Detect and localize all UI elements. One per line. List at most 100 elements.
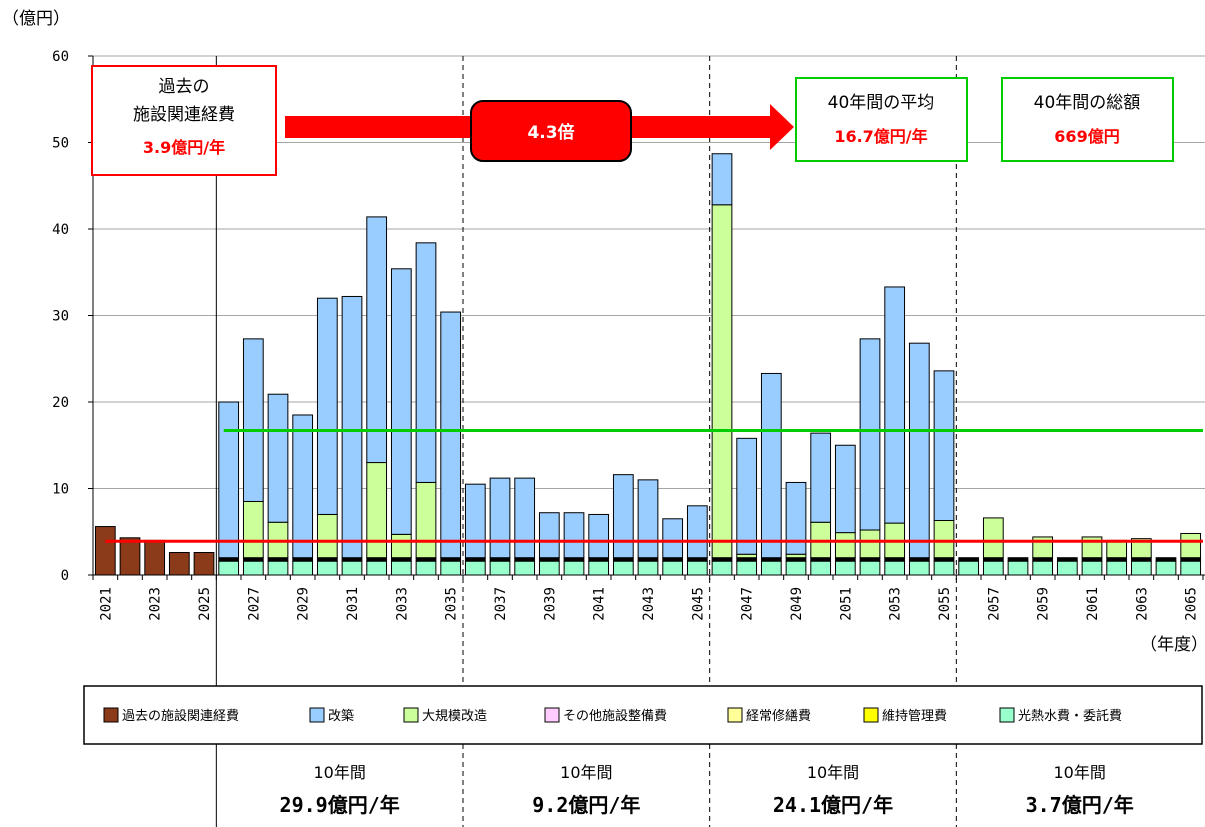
bar-segment	[1180, 557, 1202, 562]
bar-segment	[1130, 560, 1152, 576]
bar-segment	[810, 432, 832, 523]
bar-segment	[218, 401, 240, 559]
bar-segment	[1155, 557, 1177, 562]
bar-segment	[834, 560, 856, 576]
bar-segment	[612, 557, 634, 562]
bar-segment	[1032, 560, 1054, 576]
bar-segment	[440, 560, 462, 576]
ratio-box	[470, 100, 632, 162]
bar-segment	[1081, 557, 1103, 562]
bar-segment	[884, 557, 906, 562]
legend-swatch	[727, 707, 743, 723]
legend-swatch	[309, 707, 325, 723]
bar-segment	[267, 557, 289, 562]
bar-segment	[834, 532, 856, 559]
bar-segment	[1106, 560, 1128, 576]
legend-label: 大規模改造	[422, 709, 487, 724]
bar-segment	[736, 560, 758, 576]
bar-segment	[662, 560, 684, 576]
bar-segment	[514, 557, 536, 562]
bar-segment	[514, 477, 536, 559]
bar-segment	[736, 437, 758, 555]
bar-segment	[242, 557, 264, 562]
bar-segment	[588, 557, 610, 562]
bar-segment	[440, 311, 462, 559]
x-tick-label: 2049	[789, 587, 805, 621]
bar-segment	[588, 513, 610, 559]
x-tick-label: 2035	[444, 587, 460, 621]
x-tick-label: 2027	[246, 587, 262, 621]
bar-segment	[563, 512, 585, 559]
past-cost-box	[91, 65, 277, 176]
bar-segment	[785, 553, 807, 559]
x-unit-label: （年度）	[1140, 635, 1205, 655]
bar-segment	[316, 513, 338, 559]
bar-segment	[859, 557, 881, 562]
bar-segment	[908, 342, 930, 559]
period-value: 3.7億円/年	[1026, 793, 1134, 817]
bar-segment	[489, 477, 511, 559]
bar-segment	[711, 204, 733, 559]
period-summary: 10年間 29.9億円/年 10年間 9.2億円/年 10年間 24.1億円/年 10年間 3…	[280, 763, 1134, 817]
legend-label: 改築	[328, 709, 354, 724]
y-tick-label: 40	[52, 222, 69, 238]
period-label: 10年間	[313, 763, 365, 782]
x-tick-label: 2021	[98, 587, 114, 621]
bar-segment	[637, 560, 659, 576]
bar-segment	[390, 268, 412, 535]
x-tick-label: 2057	[986, 587, 1002, 621]
past-cost-line2: 施設関連経費	[133, 105, 235, 125]
bar-segment	[1130, 538, 1152, 559]
legend-swatch	[403, 707, 419, 723]
bar-segment	[489, 560, 511, 576]
bar-segment	[884, 560, 906, 576]
bar-segment	[1007, 560, 1029, 576]
bar-segment	[366, 462, 388, 559]
bar-segment	[662, 557, 684, 562]
legend: 過去の施設関連経費 改築 大規模改造 その他施設整備費 経常修繕費 維持管理費 光熱水費・委…	[103, 707, 1122, 724]
bar-segment	[785, 560, 807, 576]
x-tick-label: 2037	[493, 587, 509, 621]
bar-segment	[267, 560, 289, 576]
bar-segment	[1180, 560, 1202, 576]
bar-segment	[686, 560, 708, 576]
bar-segment	[736, 553, 758, 559]
period-label: 10年間	[807, 763, 859, 782]
bar-segment	[341, 560, 363, 576]
bar-segment	[316, 297, 338, 515]
bar-segment	[489, 557, 511, 562]
bar-segment	[588, 560, 610, 576]
x-tick-label: 2041	[592, 587, 608, 621]
x-tick-label: 2025	[197, 587, 213, 621]
bar-segment	[908, 557, 930, 562]
bar-segment	[218, 560, 240, 576]
bar-segment	[1180, 532, 1202, 559]
total-title: 40年間の総額	[1034, 93, 1141, 113]
bar-segment	[958, 560, 980, 576]
bar-segment	[686, 557, 708, 562]
bar-segment	[1106, 539, 1128, 559]
period-value: 29.9億円/年	[280, 793, 400, 817]
bar-segment	[637, 557, 659, 562]
bar-segment	[144, 539, 166, 576]
legend-swatch	[103, 707, 119, 723]
x-tick-label: 2033	[394, 587, 410, 621]
x-tick-labels: 2021 2023 2025 2027 2029 2031 2033 2035 2037 2039…	[98, 587, 1199, 621]
x-tick-label: 2055	[937, 587, 953, 621]
legend-label: 経常修繕費	[746, 708, 811, 724]
total-box	[1001, 77, 1174, 162]
period-label: 10年間	[1053, 763, 1105, 782]
bar-segment	[341, 557, 363, 562]
bar-segment	[711, 153, 733, 206]
x-tick-label: 2051	[838, 587, 854, 621]
bar-segment	[612, 474, 634, 559]
bar-segment	[316, 560, 338, 576]
past-cost-annotation: 過去の 施設関連経費 3.9億円/年	[91, 65, 277, 176]
legend-label: 維持管理費	[882, 709, 947, 724]
bar-segment	[464, 557, 486, 562]
bar-segment	[711, 560, 733, 576]
average-title: 40年間の平均	[828, 93, 935, 113]
bar-segment	[193, 552, 215, 576]
reference-lines	[105, 429, 1203, 543]
x-tick-label: 2047	[740, 587, 756, 621]
